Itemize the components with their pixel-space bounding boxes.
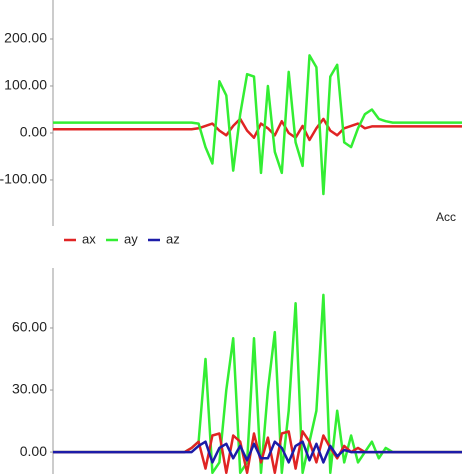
- y-tick-label: 60.00: [12, 319, 47, 335]
- y-tick-label: 100.00: [4, 77, 47, 93]
- plot-area: [53, 293, 462, 474]
- y-tick-label: 200.00: [4, 30, 47, 46]
- legend-label: az: [166, 231, 180, 246]
- legend-label: ax: [82, 231, 96, 246]
- y-tick-label: 0.00: [20, 443, 47, 459]
- y-tick-label: 30.00: [12, 381, 47, 397]
- legend-label: ay: [124, 231, 138, 246]
- data-line: [53, 440, 462, 464]
- data-line: [53, 54, 462, 196]
- y-tick-label: 0.00: [20, 124, 47, 140]
- chart-description: Acc: [436, 210, 456, 224]
- plot-area: [53, 54, 462, 196]
- y-tick-label: -100.00: [0, 171, 47, 187]
